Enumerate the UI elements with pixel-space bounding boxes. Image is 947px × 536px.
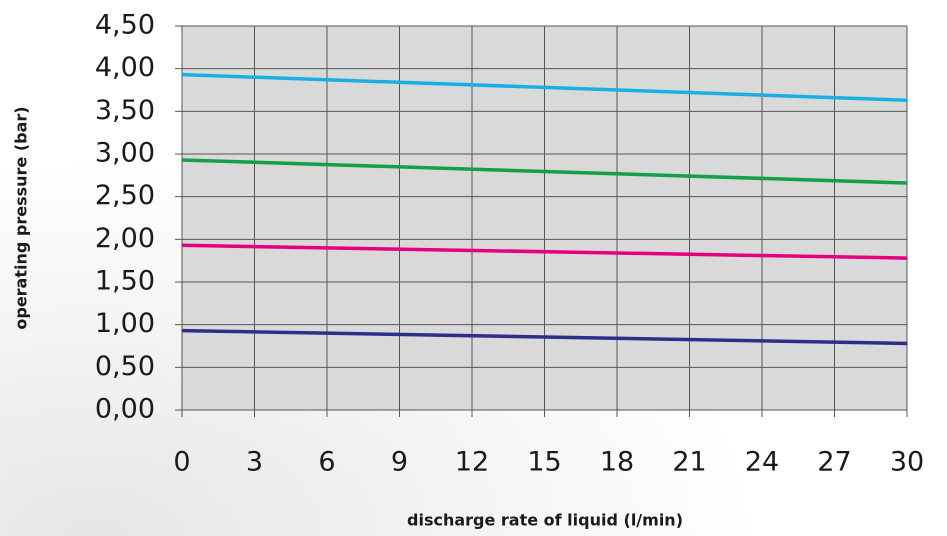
series-line <box>181 328 908 346</box>
x-tick-label: 24 <box>745 447 779 478</box>
series-line <box>181 72 908 102</box>
x-tick-label: 21 <box>672 447 706 478</box>
y-tick-label: 0,50 <box>95 351 155 382</box>
series-line <box>181 243 908 260</box>
x-tick-label: 18 <box>600 447 634 478</box>
y-tick-label: 4,50 <box>95 10 155 41</box>
y-axis-label: operating pressure (bar) <box>12 106 31 329</box>
y-tick-label: 2,50 <box>95 180 155 211</box>
x-tick-label: 9 <box>391 447 408 478</box>
x-tick-label: 6 <box>318 447 335 478</box>
y-tick-label: 1,00 <box>95 308 155 339</box>
x-tick-label: 12 <box>455 447 489 478</box>
y-tick-label: 0,00 <box>95 394 155 425</box>
x-tick-label: 3 <box>246 447 263 478</box>
y-tick-label: 2,00 <box>95 223 155 254</box>
y-tick-label: 1,50 <box>95 266 155 297</box>
x-tick-label: 30 <box>890 447 924 478</box>
y-tick-label: 3,00 <box>95 138 155 169</box>
x-tick-label: 0 <box>173 447 190 478</box>
x-axis-label: discharge rate of liquid (l/min) <box>407 511 683 530</box>
x-tick-label: 27 <box>817 447 851 478</box>
y-tick-label: 4,00 <box>95 52 155 83</box>
x-tick-label: 15 <box>527 447 561 478</box>
y-tick-label: 3,50 <box>95 95 155 126</box>
series-line <box>181 158 908 185</box>
